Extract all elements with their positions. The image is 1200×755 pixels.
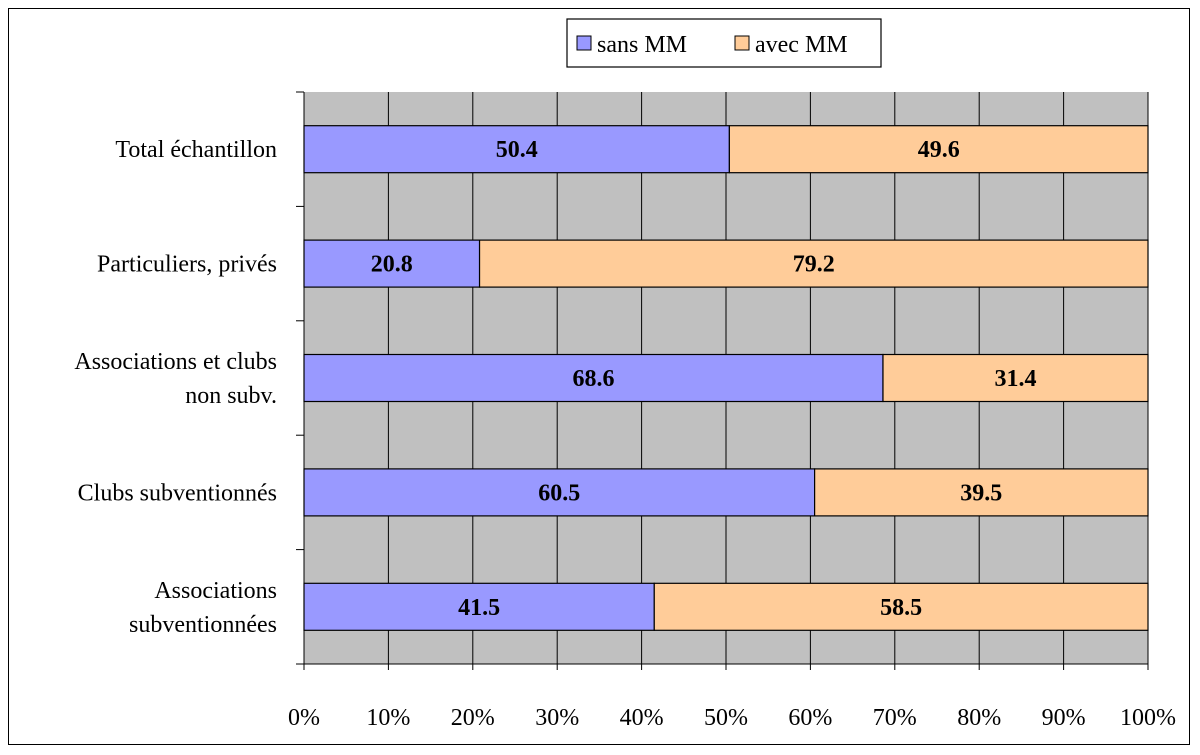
legend-label: sans MM bbox=[597, 32, 687, 58]
legend-swatch bbox=[576, 35, 592, 51]
legend-label: avec MM bbox=[755, 32, 848, 58]
legend: sans MM avec MM bbox=[566, 18, 882, 68]
bar-data-label: 20.8 bbox=[371, 252, 413, 278]
category-label-line: Associations et clubs bbox=[74, 349, 277, 375]
bar-data-label: 50.4 bbox=[496, 137, 538, 163]
bar-data-label: 41.5 bbox=[458, 595, 500, 621]
bar-segment bbox=[303, 582, 655, 631]
category-label: Clubs subventionnés bbox=[78, 480, 277, 506]
bar-segment bbox=[728, 125, 1149, 174]
bar-data-label: 68.6 bbox=[572, 366, 614, 392]
category-label: Associations subventionnées bbox=[129, 578, 277, 638]
x-tick-label: 0% bbox=[288, 705, 320, 731]
x-tick-label: 40% bbox=[620, 705, 664, 731]
labels-layer: 0% 10% 20% 30% 40% 50% 60% 70% 80% 90% 100% 50.4 49.… bbox=[74, 137, 1176, 731]
x-tick-label: 90% bbox=[1042, 705, 1086, 731]
x-tick-label: 50% bbox=[704, 705, 748, 731]
category-label-line: Clubs subventionnés bbox=[78, 480, 277, 506]
x-tick-label: 100% bbox=[1120, 705, 1176, 731]
category-label: Total échantillon bbox=[115, 137, 277, 163]
x-tick-label: 30% bbox=[535, 705, 579, 731]
category-label-line: non subv. bbox=[185, 383, 277, 409]
bar-segment bbox=[478, 239, 1149, 288]
bar-data-label: 58.5 bbox=[880, 595, 922, 621]
bar-data-label: 31.4 bbox=[994, 366, 1036, 392]
category-label-line: Particuliers, privés bbox=[97, 252, 277, 278]
category-label-line: Associations bbox=[154, 578, 277, 604]
legend-box bbox=[566, 18, 882, 68]
plot-area bbox=[296, 91, 1149, 670]
x-tick-label: 20% bbox=[451, 705, 495, 731]
category-label-line: subventionnées bbox=[129, 612, 277, 638]
bar-data-label: 49.6 bbox=[918, 137, 960, 163]
bar-data-label: 39.5 bbox=[960, 480, 1002, 506]
category-label: Associations et clubs non subv. bbox=[74, 349, 277, 409]
bar-segment bbox=[653, 582, 1149, 631]
category-label-line: Total échantillon bbox=[115, 137, 277, 163]
x-tick-label: 10% bbox=[366, 705, 410, 731]
bar-segment bbox=[882, 353, 1149, 403]
bar-data-label: 60.5 bbox=[538, 480, 580, 506]
legend-swatch bbox=[734, 35, 750, 51]
bar-data-label: 79.2 bbox=[793, 252, 835, 278]
x-tick-label: 80% bbox=[957, 705, 1001, 731]
category-label: Particuliers, privés bbox=[97, 252, 277, 278]
x-tick-label: 60% bbox=[788, 705, 832, 731]
bar-segment bbox=[303, 353, 884, 403]
bar-segment bbox=[814, 468, 1149, 517]
bar-segment bbox=[303, 468, 816, 517]
x-tick-label: 70% bbox=[873, 705, 917, 731]
